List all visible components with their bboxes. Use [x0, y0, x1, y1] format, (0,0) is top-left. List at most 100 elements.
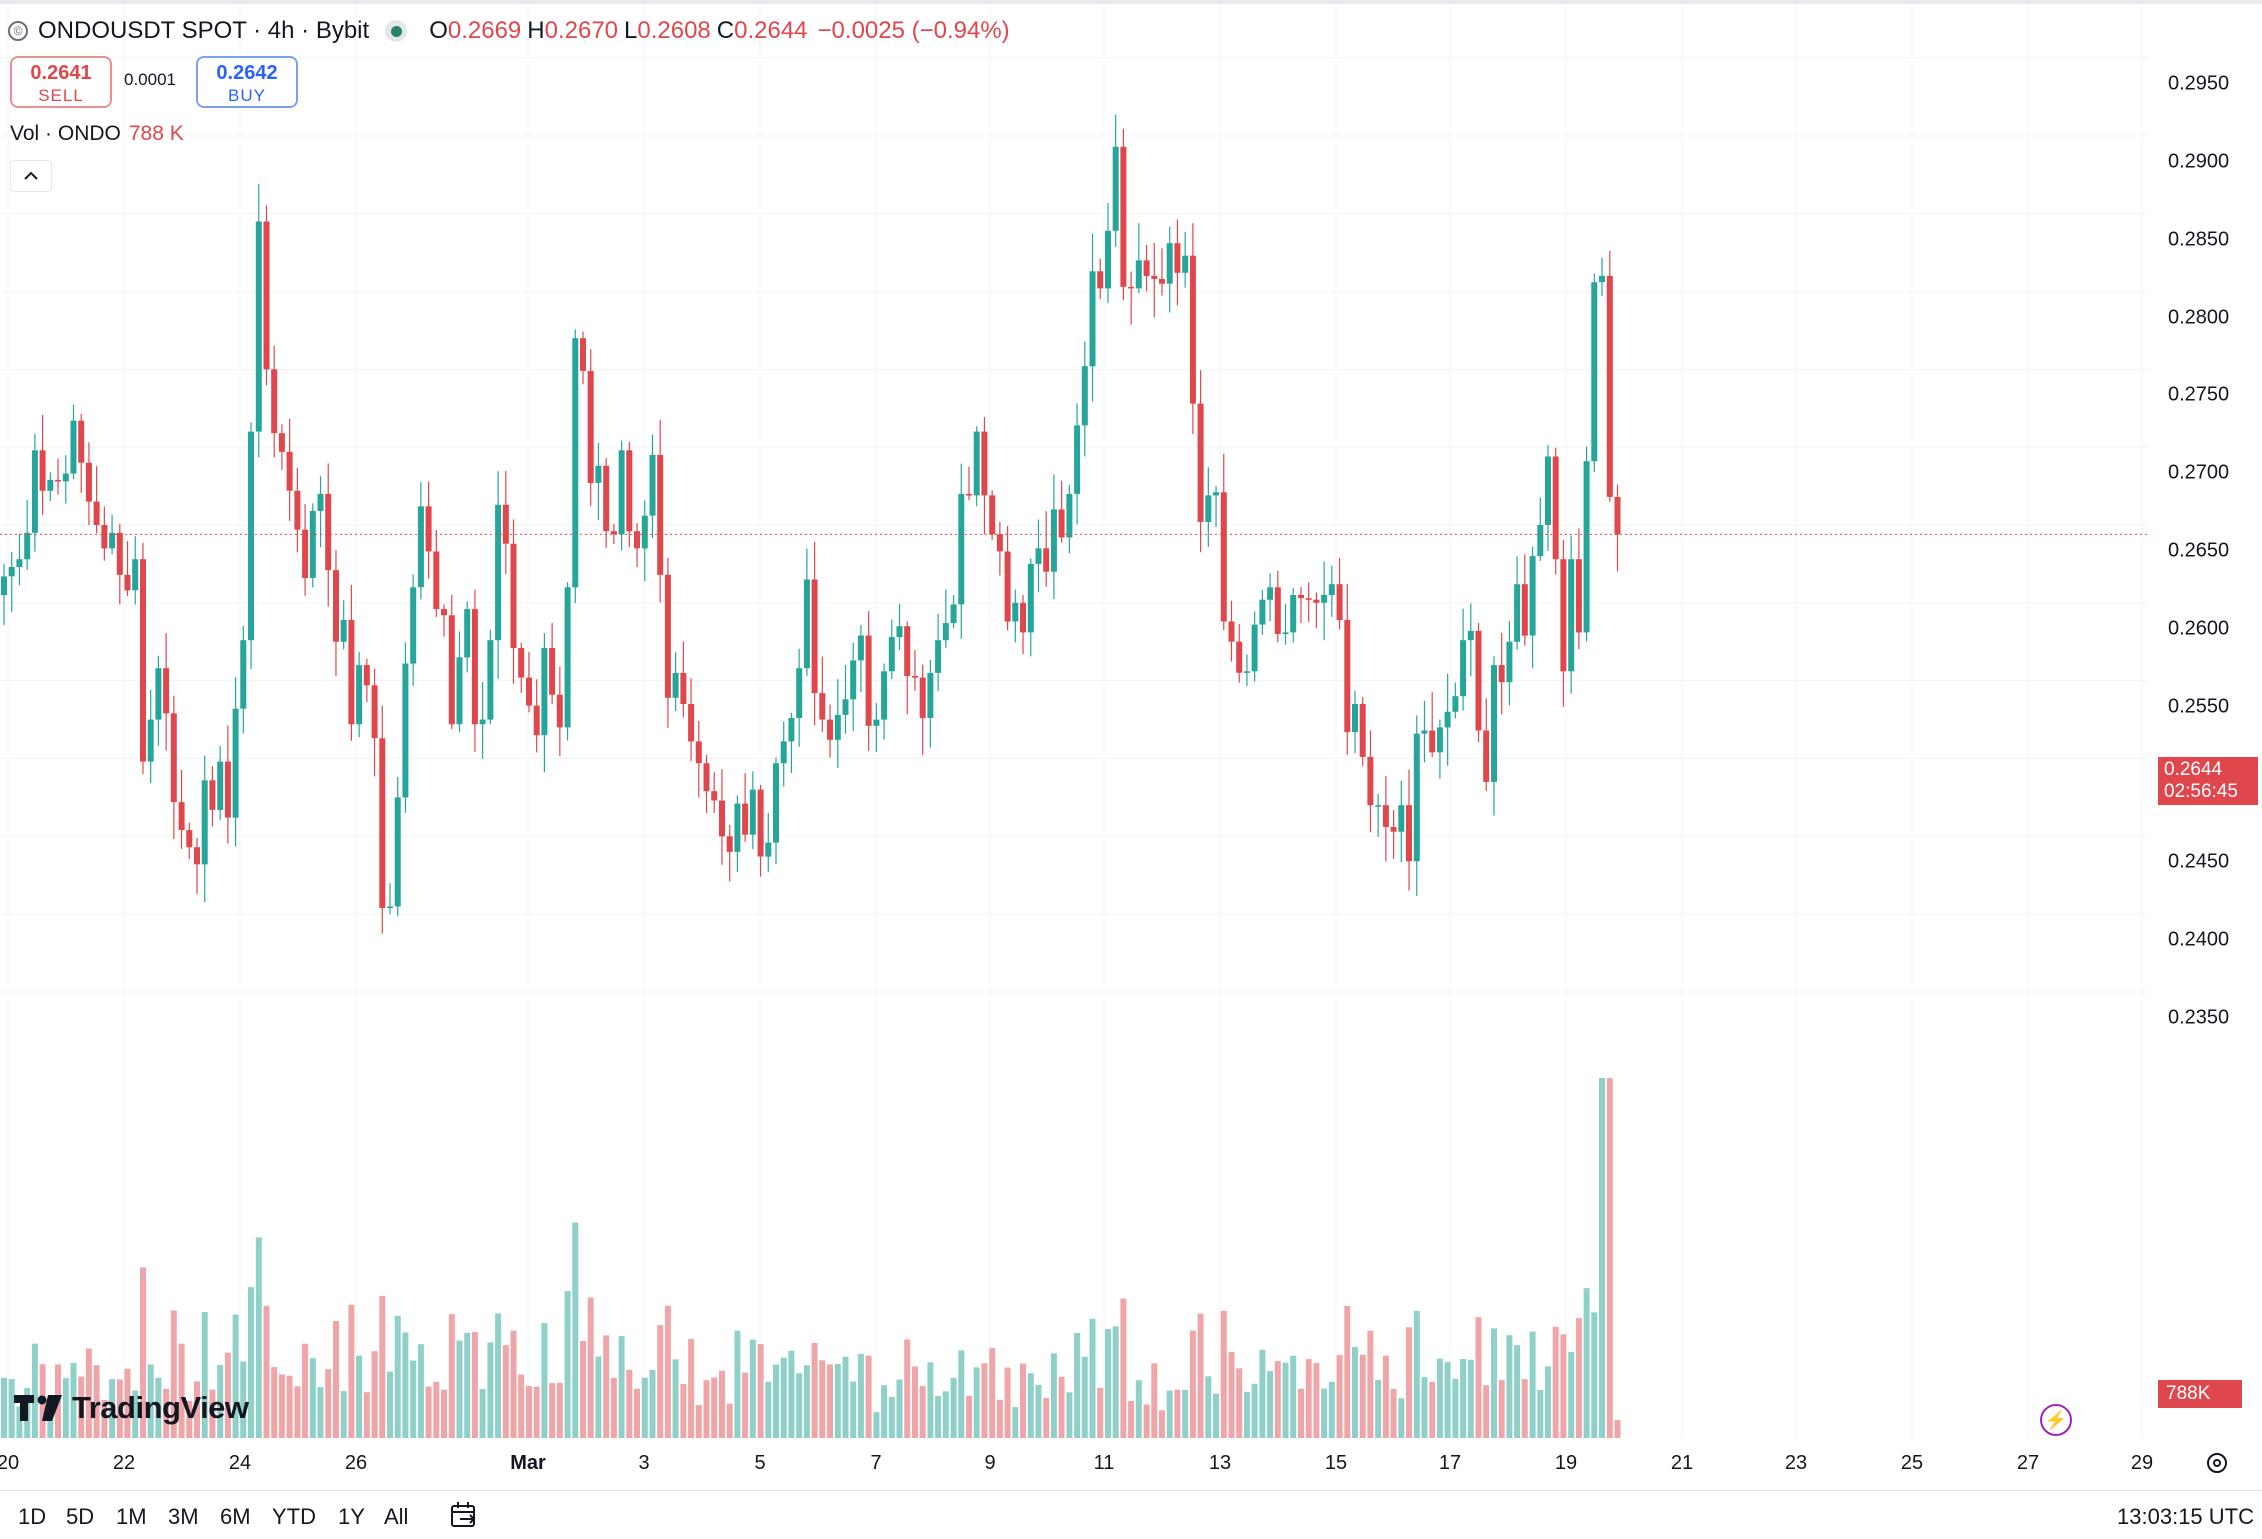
- candle[interactable]: [1460, 608, 1467, 711]
- candle[interactable]: [387, 883, 393, 915]
- candle[interactable]: [788, 712, 795, 773]
- candle[interactable]: [1020, 594, 1026, 655]
- range-button-3m[interactable]: 3M: [168, 1504, 199, 1529]
- candle[interactable]: [1259, 589, 1266, 636]
- candle[interactable]: [101, 506, 108, 561]
- candle[interactable]: [935, 613, 942, 692]
- candle[interactable]: [379, 705, 386, 934]
- candle[interactable]: [85, 442, 92, 526]
- candle[interactable]: [742, 773, 749, 842]
- candle[interactable]: [31, 433, 38, 552]
- candle[interactable]: [1514, 556, 1521, 650]
- candle[interactable]: [140, 542, 146, 775]
- candle[interactable]: [564, 582, 571, 741]
- candle[interactable]: [471, 589, 478, 752]
- candle[interactable]: [1243, 654, 1250, 687]
- candle[interactable]: [93, 466, 100, 534]
- range-button-all[interactable]: All: [384, 1504, 409, 1529]
- candle[interactable]: [688, 678, 695, 761]
- candle[interactable]: [1236, 624, 1243, 683]
- candle[interactable]: [1251, 611, 1258, 682]
- candle[interactable]: [919, 664, 926, 756]
- candle[interactable]: [765, 813, 772, 873]
- candle[interactable]: [780, 721, 787, 787]
- candle[interactable]: [649, 434, 656, 539]
- candle[interactable]: [487, 629, 494, 725]
- candle[interactable]: [996, 521, 1003, 576]
- candle[interactable]: [1328, 565, 1335, 617]
- candle[interactable]: [1027, 558, 1034, 657]
- candle[interactable]: [850, 642, 857, 732]
- candle[interactable]: [1429, 692, 1436, 758]
- candle[interactable]: [1521, 554, 1528, 646]
- candle[interactable]: [757, 784, 764, 877]
- candle[interactable]: [1398, 780, 1405, 863]
- candle[interactable]: [618, 440, 625, 551]
- candle[interactable]: [1444, 673, 1451, 766]
- candle[interactable]: [803, 548, 810, 676]
- candle[interactable]: [1282, 604, 1289, 645]
- candle[interactable]: [587, 349, 594, 506]
- candle[interactable]: [62, 455, 69, 504]
- candle[interactable]: [1274, 570, 1281, 643]
- candle[interactable]: [1089, 233, 1096, 402]
- candle[interactable]: [433, 529, 440, 617]
- candle[interactable]: [317, 476, 324, 548]
- candle[interactable]: [1359, 697, 1366, 766]
- candle[interactable]: [255, 183, 262, 458]
- candle[interactable]: [109, 514, 116, 555]
- candle[interactable]: [194, 837, 200, 894]
- candle[interactable]: [842, 664, 849, 734]
- candle[interactable]: [263, 205, 270, 386]
- candle[interactable]: [1491, 656, 1497, 816]
- candle[interactable]: [796, 648, 803, 747]
- candle[interactable]: [1205, 467, 1212, 547]
- candle[interactable]: [1413, 715, 1420, 896]
- candle[interactable]: [240, 626, 247, 734]
- candle[interactable]: [70, 404, 77, 480]
- candle[interactable]: [410, 574, 417, 687]
- candle[interactable]: [1004, 525, 1011, 631]
- candle[interactable]: [958, 463, 965, 639]
- candle[interactable]: [1267, 573, 1274, 622]
- candle[interactable]: [1213, 486, 1219, 528]
- candle[interactable]: [441, 604, 447, 637]
- candle[interactable]: [966, 466, 972, 501]
- candle[interactable]: [24, 499, 31, 571]
- candle[interactable]: [417, 482, 424, 600]
- candle[interactable]: [232, 676, 239, 847]
- candle[interactable]: [533, 679, 540, 753]
- candle[interactable]: [1467, 603, 1474, 677]
- candle[interactable]: [1614, 484, 1621, 572]
- candle[interactable]: [510, 519, 517, 684]
- candle[interactable]: [209, 766, 216, 827]
- candle[interactable]: [1058, 480, 1065, 543]
- candle[interactable]: [556, 666, 563, 757]
- candle[interactable]: [634, 523, 640, 568]
- candle[interactable]: [340, 600, 347, 650]
- volume-legend[interactable]: Vol · ONDO 788 K: [10, 122, 184, 146]
- candle[interactable]: [1120, 128, 1127, 301]
- candle[interactable]: [55, 458, 61, 495]
- candle[interactable]: [1166, 226, 1173, 313]
- candle[interactable]: [1135, 223, 1142, 294]
- candle[interactable]: [1105, 203, 1111, 304]
- candle[interactable]: [1313, 592, 1320, 629]
- candle[interactable]: [294, 468, 301, 553]
- utc-clock[interactable]: 13:03:15 UTC: [2117, 1504, 2254, 1529]
- candle[interactable]: [1182, 231, 1189, 288]
- candle[interactable]: [904, 621, 911, 715]
- candle[interactable]: [1436, 719, 1443, 779]
- candle[interactable]: [495, 471, 502, 679]
- candle[interactable]: [734, 795, 741, 873]
- candle[interactable]: [819, 656, 826, 733]
- candle[interactable]: [1545, 444, 1551, 551]
- candle[interactable]: [1151, 242, 1158, 318]
- candle[interactable]: [78, 413, 85, 493]
- candle[interactable]: [1305, 582, 1312, 622]
- candle[interactable]: [1537, 497, 1544, 561]
- market-status-icon[interactable]: [385, 20, 408, 42]
- candle[interactable]: [726, 824, 733, 882]
- tradingview-logo[interactable]: TradingView: [14, 1390, 249, 1426]
- candle[interactable]: [1568, 535, 1575, 694]
